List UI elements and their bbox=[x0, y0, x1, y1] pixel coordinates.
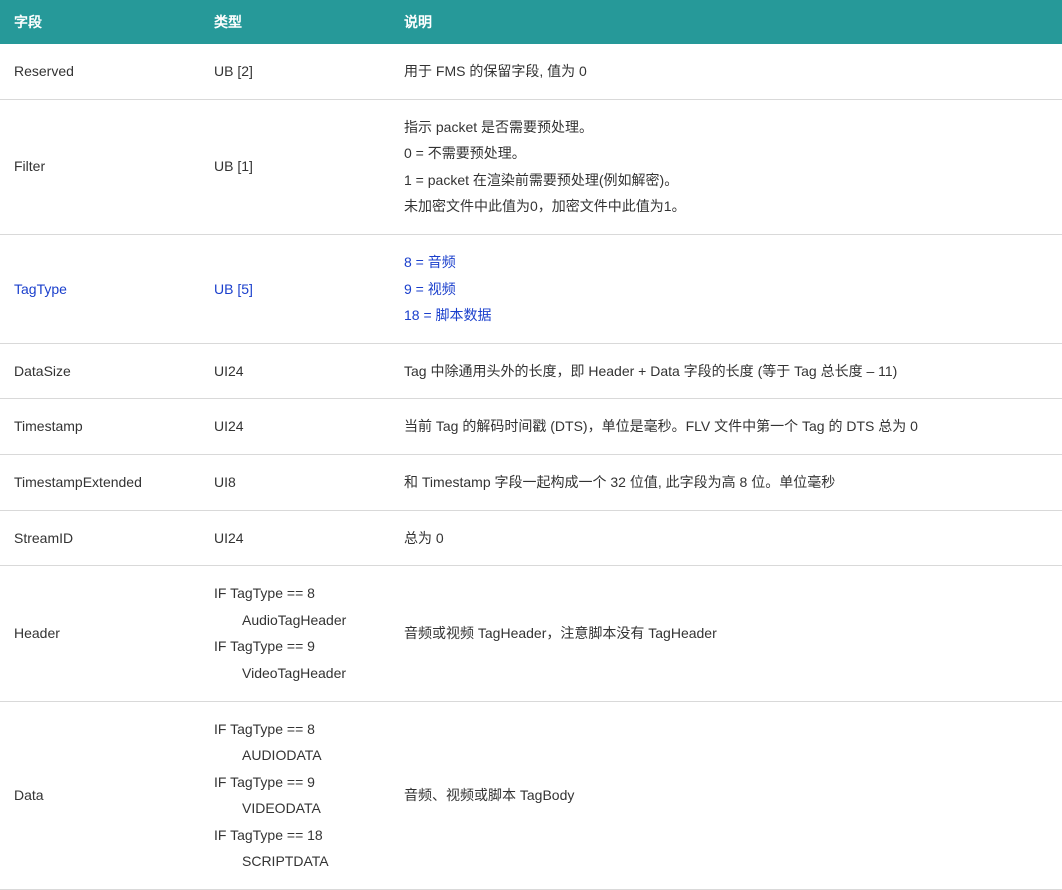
cell-type: UI24 bbox=[200, 343, 390, 399]
col-header-type: 类型 bbox=[200, 0, 390, 44]
type-line: IF TagType == 8 bbox=[214, 716, 376, 743]
table-header-row: 字段 类型 说明 bbox=[0, 0, 1062, 44]
flv-tag-table: 字段 类型 说明 ReservedUB [2]用于 FMS 的保留字段, 值为 … bbox=[0, 0, 1062, 890]
cell-type: UB [5] bbox=[200, 234, 390, 343]
table-row: DataSizeUI24Tag 中除通用头外的长度，即 Header + Dat… bbox=[0, 343, 1062, 399]
table-row: TagTypeUB [5]8 = 音频 9 = 视频 18 = 脚本数据 bbox=[0, 234, 1062, 343]
type-line: IF TagType == 8 bbox=[214, 580, 376, 607]
cell-field: Timestamp bbox=[0, 399, 200, 455]
cell-desc: 8 = 音频 9 = 视频 18 = 脚本数据 bbox=[390, 234, 1062, 343]
type-line: SCRIPTDATA bbox=[214, 848, 376, 875]
cell-desc: 音频或视频 TagHeader，注意脚本没有 TagHeader bbox=[390, 566, 1062, 701]
cell-desc: 音频、视频或脚本 TagBody bbox=[390, 701, 1062, 890]
type-line: VideoTagHeader bbox=[214, 660, 376, 687]
type-line: IF TagType == 9 bbox=[214, 633, 376, 660]
cell-type: UI24 bbox=[200, 510, 390, 566]
cell-field: Reserved bbox=[0, 44, 200, 99]
cell-field: StreamID bbox=[0, 510, 200, 566]
type-line: VIDEODATA bbox=[214, 795, 376, 822]
cell-field: Data bbox=[0, 701, 200, 890]
cell-type: IF TagType == 8 AUDIODATAIF TagType == 9… bbox=[200, 701, 390, 890]
type-line: AudioTagHeader bbox=[214, 607, 376, 634]
cell-desc: 指示 packet 是否需要预处理。 0 = 不需要预处理。 1 = packe… bbox=[390, 99, 1062, 234]
cell-field: TagType bbox=[0, 234, 200, 343]
type-line: IF TagType == 9 bbox=[214, 769, 376, 796]
cell-type: UI8 bbox=[200, 454, 390, 510]
table-row: TimestampExtendedUI8和 Timestamp 字段一起构成一个… bbox=[0, 454, 1062, 510]
cell-type: IF TagType == 8 AudioTagHeaderIF TagType… bbox=[200, 566, 390, 701]
table-row: HeaderIF TagType == 8 AudioTagHeaderIF T… bbox=[0, 566, 1062, 701]
cell-type: UI24 bbox=[200, 399, 390, 455]
table-row: DataIF TagType == 8 AUDIODATAIF TagType … bbox=[0, 701, 1062, 890]
col-header-field: 字段 bbox=[0, 0, 200, 44]
cell-desc: 用于 FMS 的保留字段, 值为 0 bbox=[390, 44, 1062, 99]
type-line: AUDIODATA bbox=[214, 742, 376, 769]
cell-field: DataSize bbox=[0, 343, 200, 399]
cell-desc: 和 Timestamp 字段一起构成一个 32 位值, 此字段为高 8 位。单位… bbox=[390, 454, 1062, 510]
cell-desc: Tag 中除通用头外的长度，即 Header + Data 字段的长度 (等于 … bbox=[390, 343, 1062, 399]
table-row: TimestampUI24当前 Tag 的解码时间戳 (DTS)，单位是毫秒。F… bbox=[0, 399, 1062, 455]
col-header-desc: 说明 bbox=[390, 0, 1062, 44]
type-line: IF TagType == 18 bbox=[214, 822, 376, 849]
cell-field: TimestampExtended bbox=[0, 454, 200, 510]
cell-field: Header bbox=[0, 566, 200, 701]
table-row: ReservedUB [2]用于 FMS 的保留字段, 值为 0 bbox=[0, 44, 1062, 99]
cell-desc: 总为 0 bbox=[390, 510, 1062, 566]
cell-field: Filter bbox=[0, 99, 200, 234]
cell-desc: 当前 Tag 的解码时间戳 (DTS)，单位是毫秒。FLV 文件中第一个 Tag… bbox=[390, 399, 1062, 455]
cell-type: UB [2] bbox=[200, 44, 390, 99]
table-row: StreamIDUI24总为 0 bbox=[0, 510, 1062, 566]
table-row: FilterUB [1]指示 packet 是否需要预处理。 0 = 不需要预处… bbox=[0, 99, 1062, 234]
cell-type: UB [1] bbox=[200, 99, 390, 234]
